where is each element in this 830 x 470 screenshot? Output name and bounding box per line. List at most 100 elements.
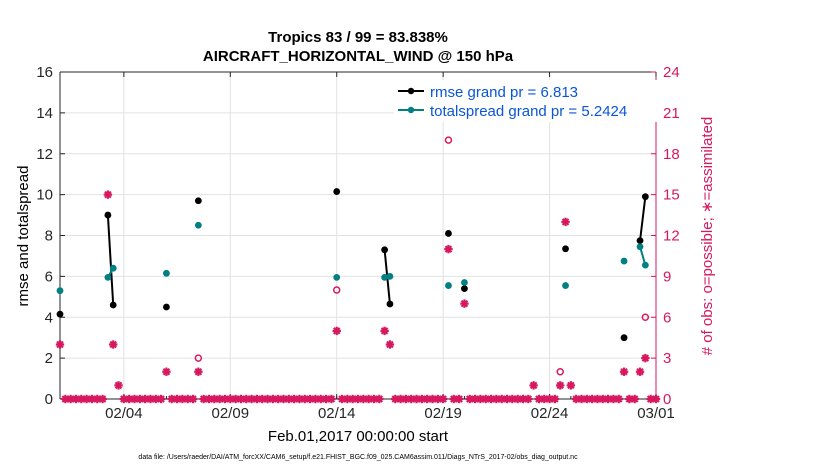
x-tick-label: 02/14 [318,405,356,422]
assimilated-obs-marker [566,381,576,390]
x-tick-label: 02/04 [105,405,143,422]
legend-rmse-marker [407,87,415,95]
y2-tick-label: 6 [663,309,671,326]
y2-tick-label: 0 [663,391,671,408]
rmse-point [109,301,117,309]
zero-obs-marker [438,394,448,404]
y-tick-label: 4 [45,309,53,326]
assimilated-obs-marker [162,367,171,376]
spread-point [620,257,628,265]
rmse-point [104,211,112,219]
y2-tick-label: 12 [663,228,680,245]
possible-obs-marker [194,354,203,362]
zero-obs-marker [98,394,107,404]
assimilated-obs-marker [55,340,65,349]
y-tick-label: 2 [45,350,53,367]
spread-point [104,273,112,281]
x-tick-label: 02/09 [212,405,250,422]
y-tick-label: 16 [36,64,53,81]
y-tick-label: 12 [36,146,53,163]
zero-obs-marker [524,394,533,404]
zero-obs-marker [550,394,560,404]
rmse-point [381,246,389,254]
rmse-line-segment [106,215,115,306]
spread-point [333,273,341,281]
y2-tick-label: 18 [663,146,680,163]
rmse-point [461,285,468,293]
zero-obs-marker [614,394,623,404]
spread-point [636,243,644,251]
zero-obs-marker [375,394,384,404]
legend-spread-marker [407,106,415,114]
possible-obs-marker [444,136,453,144]
assimilated-obs-marker [332,326,341,336]
y2-tick-label: 3 [663,350,671,367]
spread-point [381,273,389,281]
y-axis-label: rmse and totalspread [15,166,32,307]
legend-rmse-label: rmse grand pr = 6.813 [430,84,578,101]
y2-tick-label: 9 [663,268,671,285]
spread-point [562,282,569,289]
zero-obs-marker [651,394,661,404]
spread-point [641,261,649,269]
rmse-point [333,188,341,195]
spread-point [386,272,394,280]
x-tick-label: 02/19 [424,405,462,422]
assimilated-obs-marker [380,326,389,336]
chart-subtitle: AIRCRAFT_HORIZONTAL_WIND @ 150 hPa [203,48,514,65]
assimilated-obs-marker [556,381,565,390]
y-tick-label: 6 [45,268,53,285]
spread-point [461,279,468,286]
y2-axis-label: # of obs: o=possible; ∗=assimilated [699,117,716,356]
assimilated-obs-marker [114,381,123,390]
possible-obs-marker [641,313,650,321]
zero-obs-marker [630,394,639,404]
chart-title: Tropics 83 / 99 = 83.838% [268,29,448,46]
rmse-point [620,334,628,342]
spread-point [194,221,202,229]
data-file-footnote: data file: /Users/raeder/DAI/ATM_forcXX/… [138,454,578,461]
rmse-point [562,245,569,253]
x-tick-label: 02/24 [531,405,569,422]
zero-obs-marker [327,394,336,404]
assimilated-obs-marker [529,381,538,390]
data-marks [55,136,661,404]
rmse-point [386,300,394,308]
legend-spread-label: totalspread grand pr = 5.2424 [430,103,627,120]
rmse-point [641,193,649,201]
rmse-line-segment [639,196,647,241]
possible-obs-marker [332,286,341,294]
y2-tick-label: 24 [663,64,680,81]
assimilated-obs-marker [385,340,395,349]
assimilated-obs-marker [194,367,203,376]
spread-point [163,269,170,277]
rmse-point [56,310,64,318]
assimilated-obs-marker [103,190,113,199]
assimilated-obs-marker [641,353,650,363]
legend: rmse grand pr = 6.813 totalspread grand … [394,80,657,122]
x-tick-label: 03/01 [637,405,675,422]
assimilated-obs-marker [460,299,469,308]
rmse-point [445,230,452,237]
spread-point [445,282,452,289]
assimilated-obs-marker [444,244,453,254]
tick-labels: 02/04 02/09 02/14 02/19 02/24 03/010246810121… [36,64,679,422]
rmse-point [194,197,202,205]
x-axis-label: Feb.01,2017 00:00:00 start [268,428,449,445]
y-tick-label: 14 [36,105,53,122]
y2-tick-label: 15 [663,187,680,204]
assimilated-obs-marker [109,340,118,349]
legend-box [394,80,657,122]
zero-obs-marker [156,394,166,404]
possible-obs-marker [556,368,564,376]
y2-tick-label: 21 [663,105,680,122]
y-tick-label: 10 [36,187,53,204]
rmse-point [163,303,170,311]
spread-point [109,264,117,272]
zero-obs-marker [188,394,198,404]
y-tick-label: 8 [45,228,53,245]
rmse-point [636,237,644,245]
assimilated-obs-marker [561,217,570,227]
spread-point [56,287,64,295]
